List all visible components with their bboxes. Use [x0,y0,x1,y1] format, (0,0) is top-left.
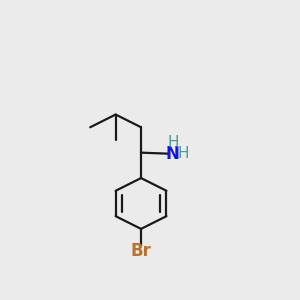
Text: N: N [165,145,179,163]
Text: Br: Br [130,242,152,260]
Text: H: H [168,135,179,150]
FancyBboxPatch shape [130,245,152,257]
FancyBboxPatch shape [170,140,192,160]
Text: H: H [178,146,189,161]
